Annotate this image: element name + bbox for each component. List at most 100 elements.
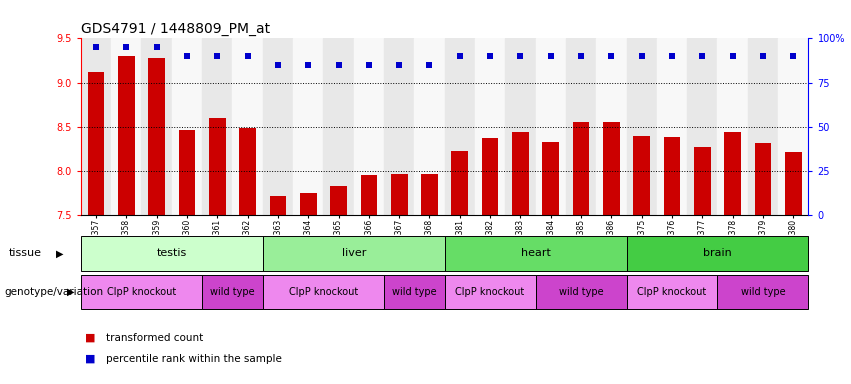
Bar <box>263 275 384 309</box>
Bar <box>263 38 293 215</box>
Point <box>453 53 466 59</box>
Bar <box>179 130 195 215</box>
Bar <box>748 38 778 215</box>
Bar <box>118 56 134 215</box>
Text: genotype/variation: genotype/variation <box>4 287 103 297</box>
Point <box>544 53 557 59</box>
Bar <box>785 152 802 215</box>
Bar <box>535 275 626 309</box>
Bar <box>512 132 528 215</box>
Text: tissue: tissue <box>9 248 42 258</box>
Bar <box>141 38 172 215</box>
Bar <box>421 174 437 215</box>
Bar <box>626 275 717 309</box>
Point <box>574 53 588 59</box>
Text: liver: liver <box>341 248 366 258</box>
Point <box>180 53 194 59</box>
Text: wild type: wild type <box>392 287 437 297</box>
Bar <box>687 38 717 215</box>
Bar <box>323 38 354 215</box>
Bar <box>391 174 408 215</box>
Bar <box>384 275 444 309</box>
Point <box>665 53 679 59</box>
Bar <box>542 142 559 215</box>
Text: brain: brain <box>703 248 732 258</box>
Point <box>726 53 740 59</box>
Point <box>301 62 315 68</box>
Bar <box>444 38 475 215</box>
Bar <box>384 38 414 215</box>
Point <box>332 62 346 68</box>
Text: ■: ■ <box>85 333 95 343</box>
Point <box>150 44 163 50</box>
Point <box>423 62 437 68</box>
Point <box>786 53 800 59</box>
Bar <box>664 137 680 215</box>
Text: ClpP knockout: ClpP knockout <box>637 287 706 297</box>
Point <box>635 53 648 59</box>
Point <box>514 53 528 59</box>
Text: ▶: ▶ <box>67 287 75 297</box>
Point <box>604 53 618 59</box>
Bar <box>172 38 202 215</box>
Bar <box>330 186 347 215</box>
Bar <box>263 236 444 271</box>
Point <box>89 44 103 50</box>
Bar <box>717 275 808 309</box>
Bar <box>475 38 505 215</box>
Point <box>210 53 224 59</box>
Bar <box>633 136 650 215</box>
Bar <box>414 38 444 215</box>
Bar <box>694 147 711 215</box>
Point <box>757 53 770 59</box>
Text: GDS4791 / 1448809_PM_at: GDS4791 / 1448809_PM_at <box>81 22 270 36</box>
Bar <box>717 38 748 215</box>
Bar <box>293 38 323 215</box>
Bar <box>597 38 626 215</box>
Point <box>483 53 497 59</box>
Bar <box>452 151 468 215</box>
Bar <box>148 58 165 215</box>
Bar <box>626 236 808 271</box>
Text: heart: heart <box>521 248 551 258</box>
Bar <box>300 193 317 215</box>
Point <box>695 53 709 59</box>
Text: ClpP knockout: ClpP knockout <box>107 287 176 297</box>
Bar <box>573 122 590 215</box>
Point <box>241 53 254 59</box>
Bar <box>81 236 263 271</box>
Text: ClpP knockout: ClpP knockout <box>455 287 525 297</box>
Bar <box>361 175 377 215</box>
Bar <box>566 38 597 215</box>
Bar <box>202 38 232 215</box>
Text: testis: testis <box>157 248 187 258</box>
Bar <box>482 138 499 215</box>
Point <box>119 44 133 50</box>
Bar <box>603 122 620 215</box>
Bar <box>724 132 741 215</box>
Bar <box>505 38 535 215</box>
Bar <box>444 275 535 309</box>
Point <box>362 62 375 68</box>
Text: wild type: wild type <box>740 287 785 297</box>
Bar <box>81 275 202 309</box>
Bar <box>209 118 226 215</box>
Bar <box>81 38 111 215</box>
Bar <box>626 38 657 215</box>
Text: percentile rank within the sample: percentile rank within the sample <box>106 354 283 364</box>
Bar <box>232 38 263 215</box>
Bar <box>202 275 263 309</box>
Bar <box>111 38 141 215</box>
Text: ■: ■ <box>85 354 95 364</box>
Bar <box>444 236 626 271</box>
Text: wild type: wild type <box>210 287 254 297</box>
Bar <box>270 195 286 215</box>
Point <box>392 62 406 68</box>
Bar <box>755 142 771 215</box>
Bar <box>657 38 687 215</box>
Text: transformed count: transformed count <box>106 333 203 343</box>
Text: ▶: ▶ <box>56 248 64 258</box>
Bar <box>535 38 566 215</box>
Point <box>271 62 285 68</box>
Bar <box>778 38 808 215</box>
